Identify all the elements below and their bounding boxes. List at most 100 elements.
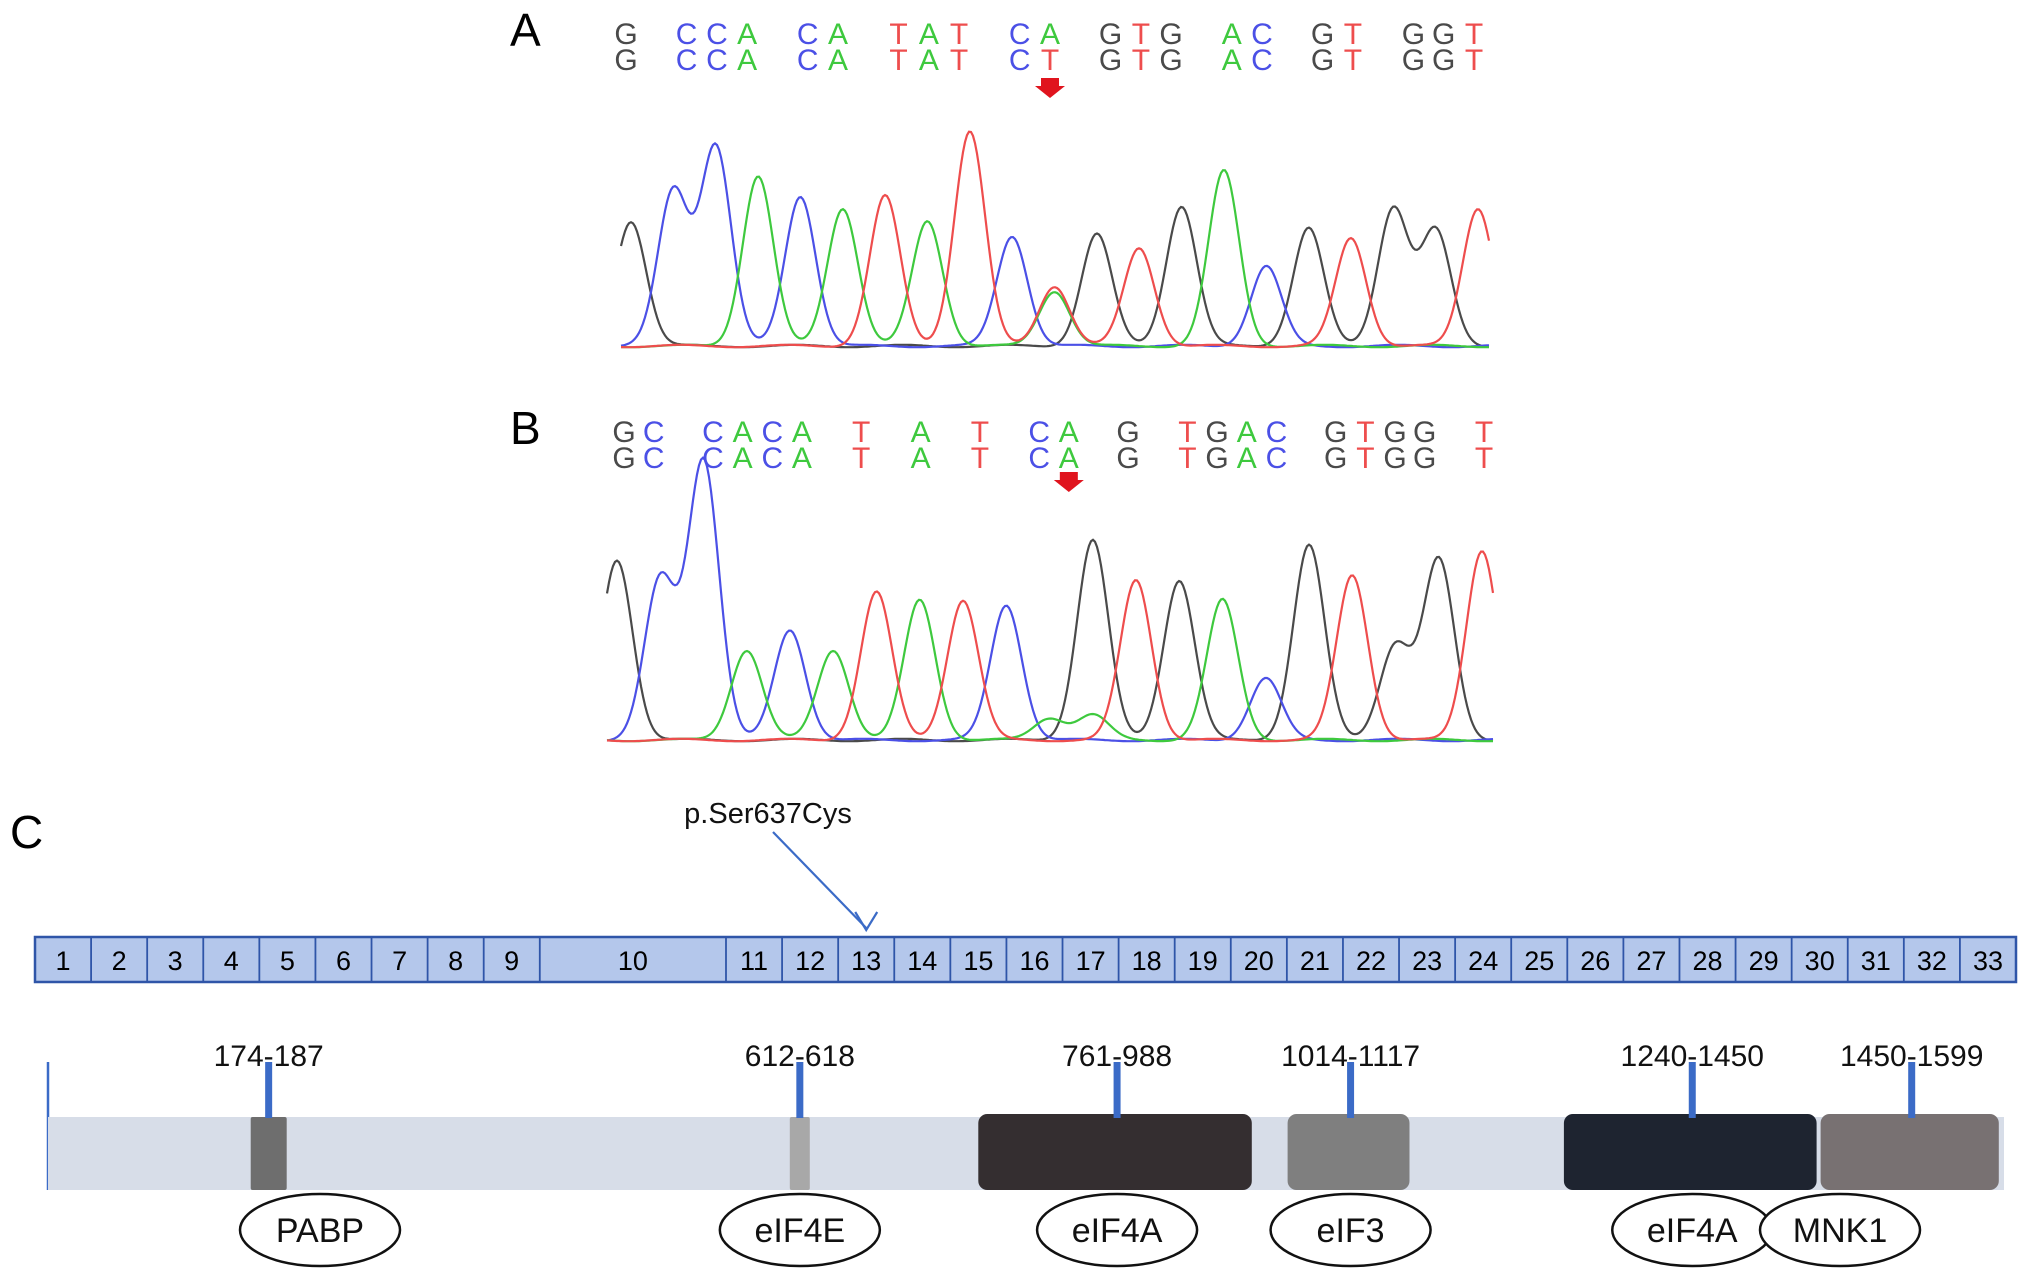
exon-7: 7 bbox=[392, 946, 407, 976]
panel-b-base-top-8: T bbox=[971, 416, 989, 449]
exon-30: 30 bbox=[1805, 946, 1835, 976]
domain-name-1: eIF4E bbox=[754, 1212, 845, 1250]
exon-31: 31 bbox=[1861, 946, 1891, 976]
domain-name-4: eIF4A bbox=[1647, 1212, 1738, 1250]
panel-b-base-top-14: A bbox=[1237, 416, 1257, 449]
panel-a-mutation-arrow bbox=[1035, 78, 1065, 98]
panel-a-sequence: G C C A C A T A T C A G T G A C G T G G TG C C A C A T A T C T G T G A C G T G… bbox=[614, 18, 1483, 77]
exon-13: 13 bbox=[851, 946, 881, 976]
panel-b-base-bottom-3: A bbox=[733, 442, 753, 475]
panel-a-base-top-3: A bbox=[737, 18, 757, 51]
red-arrow-icon bbox=[1053, 472, 1084, 492]
panel-a-base-top-9: C bbox=[1009, 18, 1031, 51]
exon-5: 5 bbox=[280, 946, 295, 976]
panel-a-base-bottom-15: C bbox=[1251, 44, 1273, 77]
panel-a-base-top-20: T bbox=[1465, 18, 1483, 51]
exon-15: 15 bbox=[963, 946, 993, 976]
panel-a-base-top-4: C bbox=[797, 18, 819, 51]
panel-a-base-top-11: G bbox=[1099, 18, 1122, 51]
domain-label-ellipse bbox=[1035, 1192, 1199, 1268]
panel-a-base-bottom-9: C bbox=[1009, 44, 1031, 77]
exon-28: 28 bbox=[1692, 946, 1722, 976]
panel-b-base-bottom-10: A bbox=[1059, 442, 1079, 475]
panel-a-base-top-16: G bbox=[1311, 18, 1334, 51]
domain-range-1: 612-618 bbox=[745, 1040, 855, 1073]
panel-b-base-bottom-1: C bbox=[643, 442, 665, 475]
exon-17: 17 bbox=[1076, 946, 1106, 976]
panel-a-base-bottom-10: T bbox=[1041, 44, 1059, 77]
panel-a-trace-A bbox=[620, 169, 1489, 349]
panel-b-trace-A bbox=[606, 597, 1493, 743]
domain-range-4: 1240-1450 bbox=[1621, 1040, 1764, 1073]
exon-18: 18 bbox=[1132, 946, 1162, 976]
panel-a-base-top-15: C bbox=[1251, 18, 1273, 51]
panel-a-base-bottom-17: T bbox=[1344, 44, 1362, 77]
panel-b-trace-G bbox=[605, 538, 1494, 743]
domain-label-ellipse bbox=[1269, 1192, 1432, 1268]
panel-b-base-top-5: A bbox=[792, 416, 812, 449]
mutation-arrow-shaft bbox=[772, 831, 868, 929]
exon-19: 19 bbox=[1188, 946, 1218, 976]
panel-b-base-bottom-15: C bbox=[1266, 442, 1288, 475]
panel-a-base-bottom-12: T bbox=[1132, 44, 1150, 77]
domain-label-ellipse bbox=[718, 1192, 882, 1268]
panel-a-base-bottom-4: C bbox=[797, 44, 819, 77]
domain-label-ellipse bbox=[238, 1192, 402, 1268]
exon-29: 29 bbox=[1749, 946, 1779, 976]
domain-pabp-0 bbox=[250, 1117, 287, 1190]
exon-27: 27 bbox=[1636, 946, 1666, 976]
panel-a-base-bottom-20: T bbox=[1465, 44, 1483, 77]
panel-b-base-bottom-0: G bbox=[612, 442, 635, 475]
panel-b-base-top-6: T bbox=[852, 416, 870, 449]
exon-4: 4 bbox=[224, 946, 239, 976]
panel-a-label: A bbox=[510, 4, 541, 56]
panel-b-trace-C bbox=[606, 456, 1494, 743]
panel-a-base-bottom-1: C bbox=[676, 44, 698, 77]
exon-32: 32 bbox=[1917, 946, 1947, 976]
panel-a-base-bottom-7: A bbox=[919, 44, 939, 77]
panel-b-base-top-20: T bbox=[1475, 416, 1493, 449]
panel-b-base-top-9: C bbox=[1028, 416, 1050, 449]
panel-a-base-bottom-2: C bbox=[706, 44, 728, 77]
domain-mnk1-5 bbox=[1820, 1114, 1999, 1190]
panel-a-base-bottom-5: A bbox=[828, 44, 848, 77]
panel-a-base-bottom-0: G bbox=[614, 44, 637, 77]
panel-b-base-top-1: C bbox=[643, 416, 665, 449]
panel-b-base-top-0: G bbox=[612, 416, 635, 449]
domain-range-3: 1014-1117 bbox=[1281, 1040, 1420, 1073]
panel-b-base-bottom-12: T bbox=[1178, 442, 1196, 475]
panel-b-base-top-18: G bbox=[1383, 416, 1406, 449]
panel-b-base-bottom-2: C bbox=[702, 442, 724, 475]
panel-a-base-top-18: G bbox=[1402, 18, 1425, 51]
exon-26: 26 bbox=[1580, 946, 1610, 976]
panel-b-base-bottom-18: G bbox=[1383, 442, 1406, 475]
panel-a-base-bottom-3: A bbox=[737, 44, 757, 77]
panel-b-base-bottom-20: T bbox=[1475, 442, 1493, 475]
exon-bar bbox=[33, 935, 2018, 984]
panel-b-base-bottom-14: A bbox=[1237, 442, 1257, 475]
domain-range-2: 761-988 bbox=[1062, 1040, 1172, 1073]
protein-domain-map: 174-187 PABP 612-618 eIF4E 761-988 eIF4A 1014-… bbox=[46, 1040, 2004, 1268]
exon-3: 3 bbox=[168, 946, 183, 976]
domain-eif4e-1 bbox=[789, 1117, 810, 1190]
exon-33: 33 bbox=[1973, 946, 2003, 976]
exon-6: 6 bbox=[336, 946, 351, 976]
domain-name-3: eIF3 bbox=[1317, 1212, 1385, 1250]
domain-name-0: PABP bbox=[276, 1212, 364, 1250]
panel-a-base-top-1: C bbox=[676, 18, 698, 51]
panel-a-base-bottom-16: G bbox=[1311, 44, 1334, 77]
panel-b-base-bottom-13: G bbox=[1205, 442, 1228, 475]
panel-a-chromatogram bbox=[619, 130, 1491, 349]
panel-b-trace-T bbox=[606, 550, 1495, 743]
panel-a-base-top-14: A bbox=[1222, 18, 1242, 51]
exon-25: 25 bbox=[1524, 946, 1554, 976]
panel-b-chromatogram bbox=[605, 456, 1495, 743]
panel-a-base-top-12: T bbox=[1132, 18, 1150, 51]
domain-label-ellipse bbox=[1758, 1192, 1922, 1268]
panel-b-base-bottom-4: C bbox=[761, 442, 783, 475]
mutation-label: p.Ser637Cys bbox=[684, 798, 852, 830]
panel-b-base-top-16: G bbox=[1324, 416, 1347, 449]
panel-b-sequence: G C C A C A T A T C A G T G A C G T G G TG C C A C A T A T C A G T G A C G T G… bbox=[612, 416, 1493, 475]
panel-b-base-top-2: C bbox=[702, 416, 724, 449]
